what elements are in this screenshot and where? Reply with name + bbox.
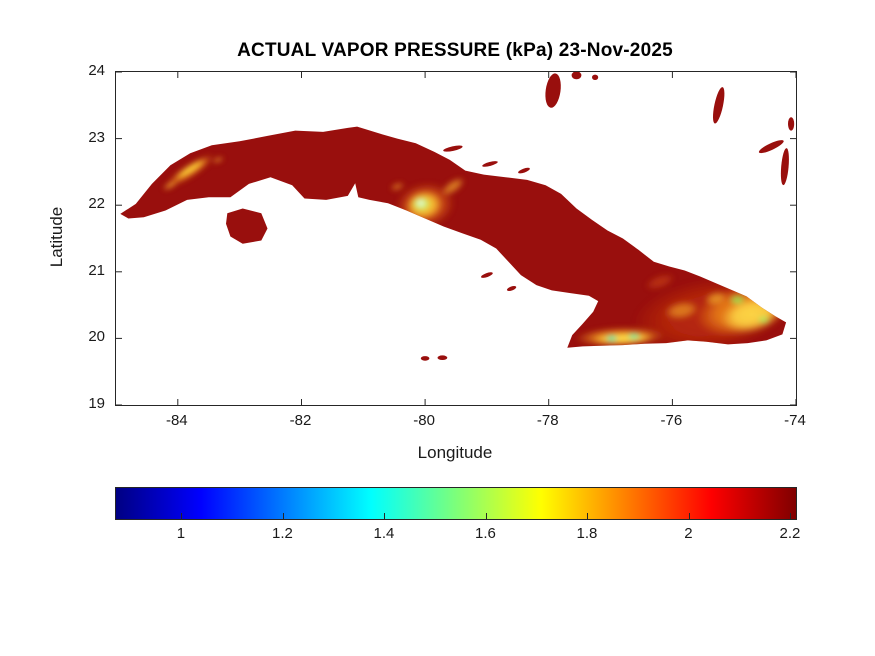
- cuba-heatmap-canvas: [116, 72, 796, 405]
- x-tick-label: -74: [784, 412, 806, 429]
- vapor-pressure-hotspot: [664, 301, 699, 320]
- x-tick-label: -78: [536, 412, 559, 429]
- isla-juventud-landmass: [226, 208, 268, 244]
- x-axis-label: Longitude: [417, 443, 493, 462]
- colorbar-tick-label: 1.2: [272, 525, 293, 542]
- x-tick-label: -82: [289, 412, 312, 429]
- vapor-pressure-hotspot: [174, 158, 206, 180]
- islet: [571, 72, 582, 80]
- vapor-pressure-hotspot: [627, 332, 641, 341]
- islet: [712, 87, 725, 124]
- y-tick-label: 22: [88, 195, 105, 213]
- y-tick-label: 19: [88, 395, 105, 412]
- vapor-pressure-hotspot: [605, 334, 618, 343]
- x-tick-label: -84: [165, 412, 188, 429]
- plot-area: [115, 71, 797, 406]
- islet: [482, 161, 498, 167]
- colorbar-tick: [282, 513, 284, 519]
- islet: [545, 73, 561, 108]
- y-tick-label: 24: [88, 62, 105, 79]
- islet: [481, 272, 493, 278]
- vapor-pressure-hotspot: [729, 295, 746, 305]
- vapor-pressure-hotspot: [441, 177, 465, 196]
- vapor-pressure-hotspot: [415, 199, 426, 208]
- colorbar: [115, 487, 797, 520]
- y-tick-label: 21: [88, 261, 105, 279]
- islet: [518, 167, 530, 174]
- islet: [437, 355, 448, 361]
- islet: [443, 145, 463, 152]
- colorbar-tick: [485, 513, 487, 519]
- islet: [506, 285, 517, 292]
- colorbar-tick: [384, 513, 386, 519]
- colorbar-tick: [688, 513, 690, 519]
- x-tick-label: -80: [413, 412, 435, 429]
- chart-title: ACTUAL VAPOR PRESSURE (kPa) 23-Nov-2025: [237, 40, 673, 61]
- vapor-pressure-hotspot: [704, 291, 727, 306]
- y-tick-label: 20: [88, 328, 105, 346]
- vapor-pressure-hotspot: [212, 156, 224, 164]
- islet: [592, 74, 599, 80]
- cuba-landmass: [120, 126, 787, 348]
- colorbar-tick-label: 2.2: [779, 525, 801, 542]
- vapor-pressure-hotspot: [757, 315, 771, 324]
- vapor-pressure-hotspot: [645, 273, 675, 291]
- islet: [420, 356, 430, 361]
- x-tick-label: -76: [660, 412, 683, 429]
- colorbar-tick: [790, 513, 792, 519]
- islet: [758, 140, 784, 154]
- colorbar-tick-label: 1.6: [475, 525, 496, 542]
- y-tick-label: 23: [88, 128, 105, 146]
- colorbar-tick-label: 1: [176, 525, 186, 542]
- islet: [788, 117, 795, 131]
- colorbar-tick-label: 2: [684, 525, 693, 542]
- vapor-pressure-hotspot: [390, 182, 405, 192]
- y-axis-label-text: Latitude: [47, 206, 66, 268]
- colorbar-tick: [587, 513, 589, 519]
- vapor-pressure-hotspot: [162, 179, 179, 191]
- colorbar-tick-label: 1.8: [576, 525, 598, 542]
- islet: [780, 148, 789, 186]
- colorbar-tick-label: 1.4: [373, 525, 395, 542]
- colorbar-tick: [181, 513, 183, 519]
